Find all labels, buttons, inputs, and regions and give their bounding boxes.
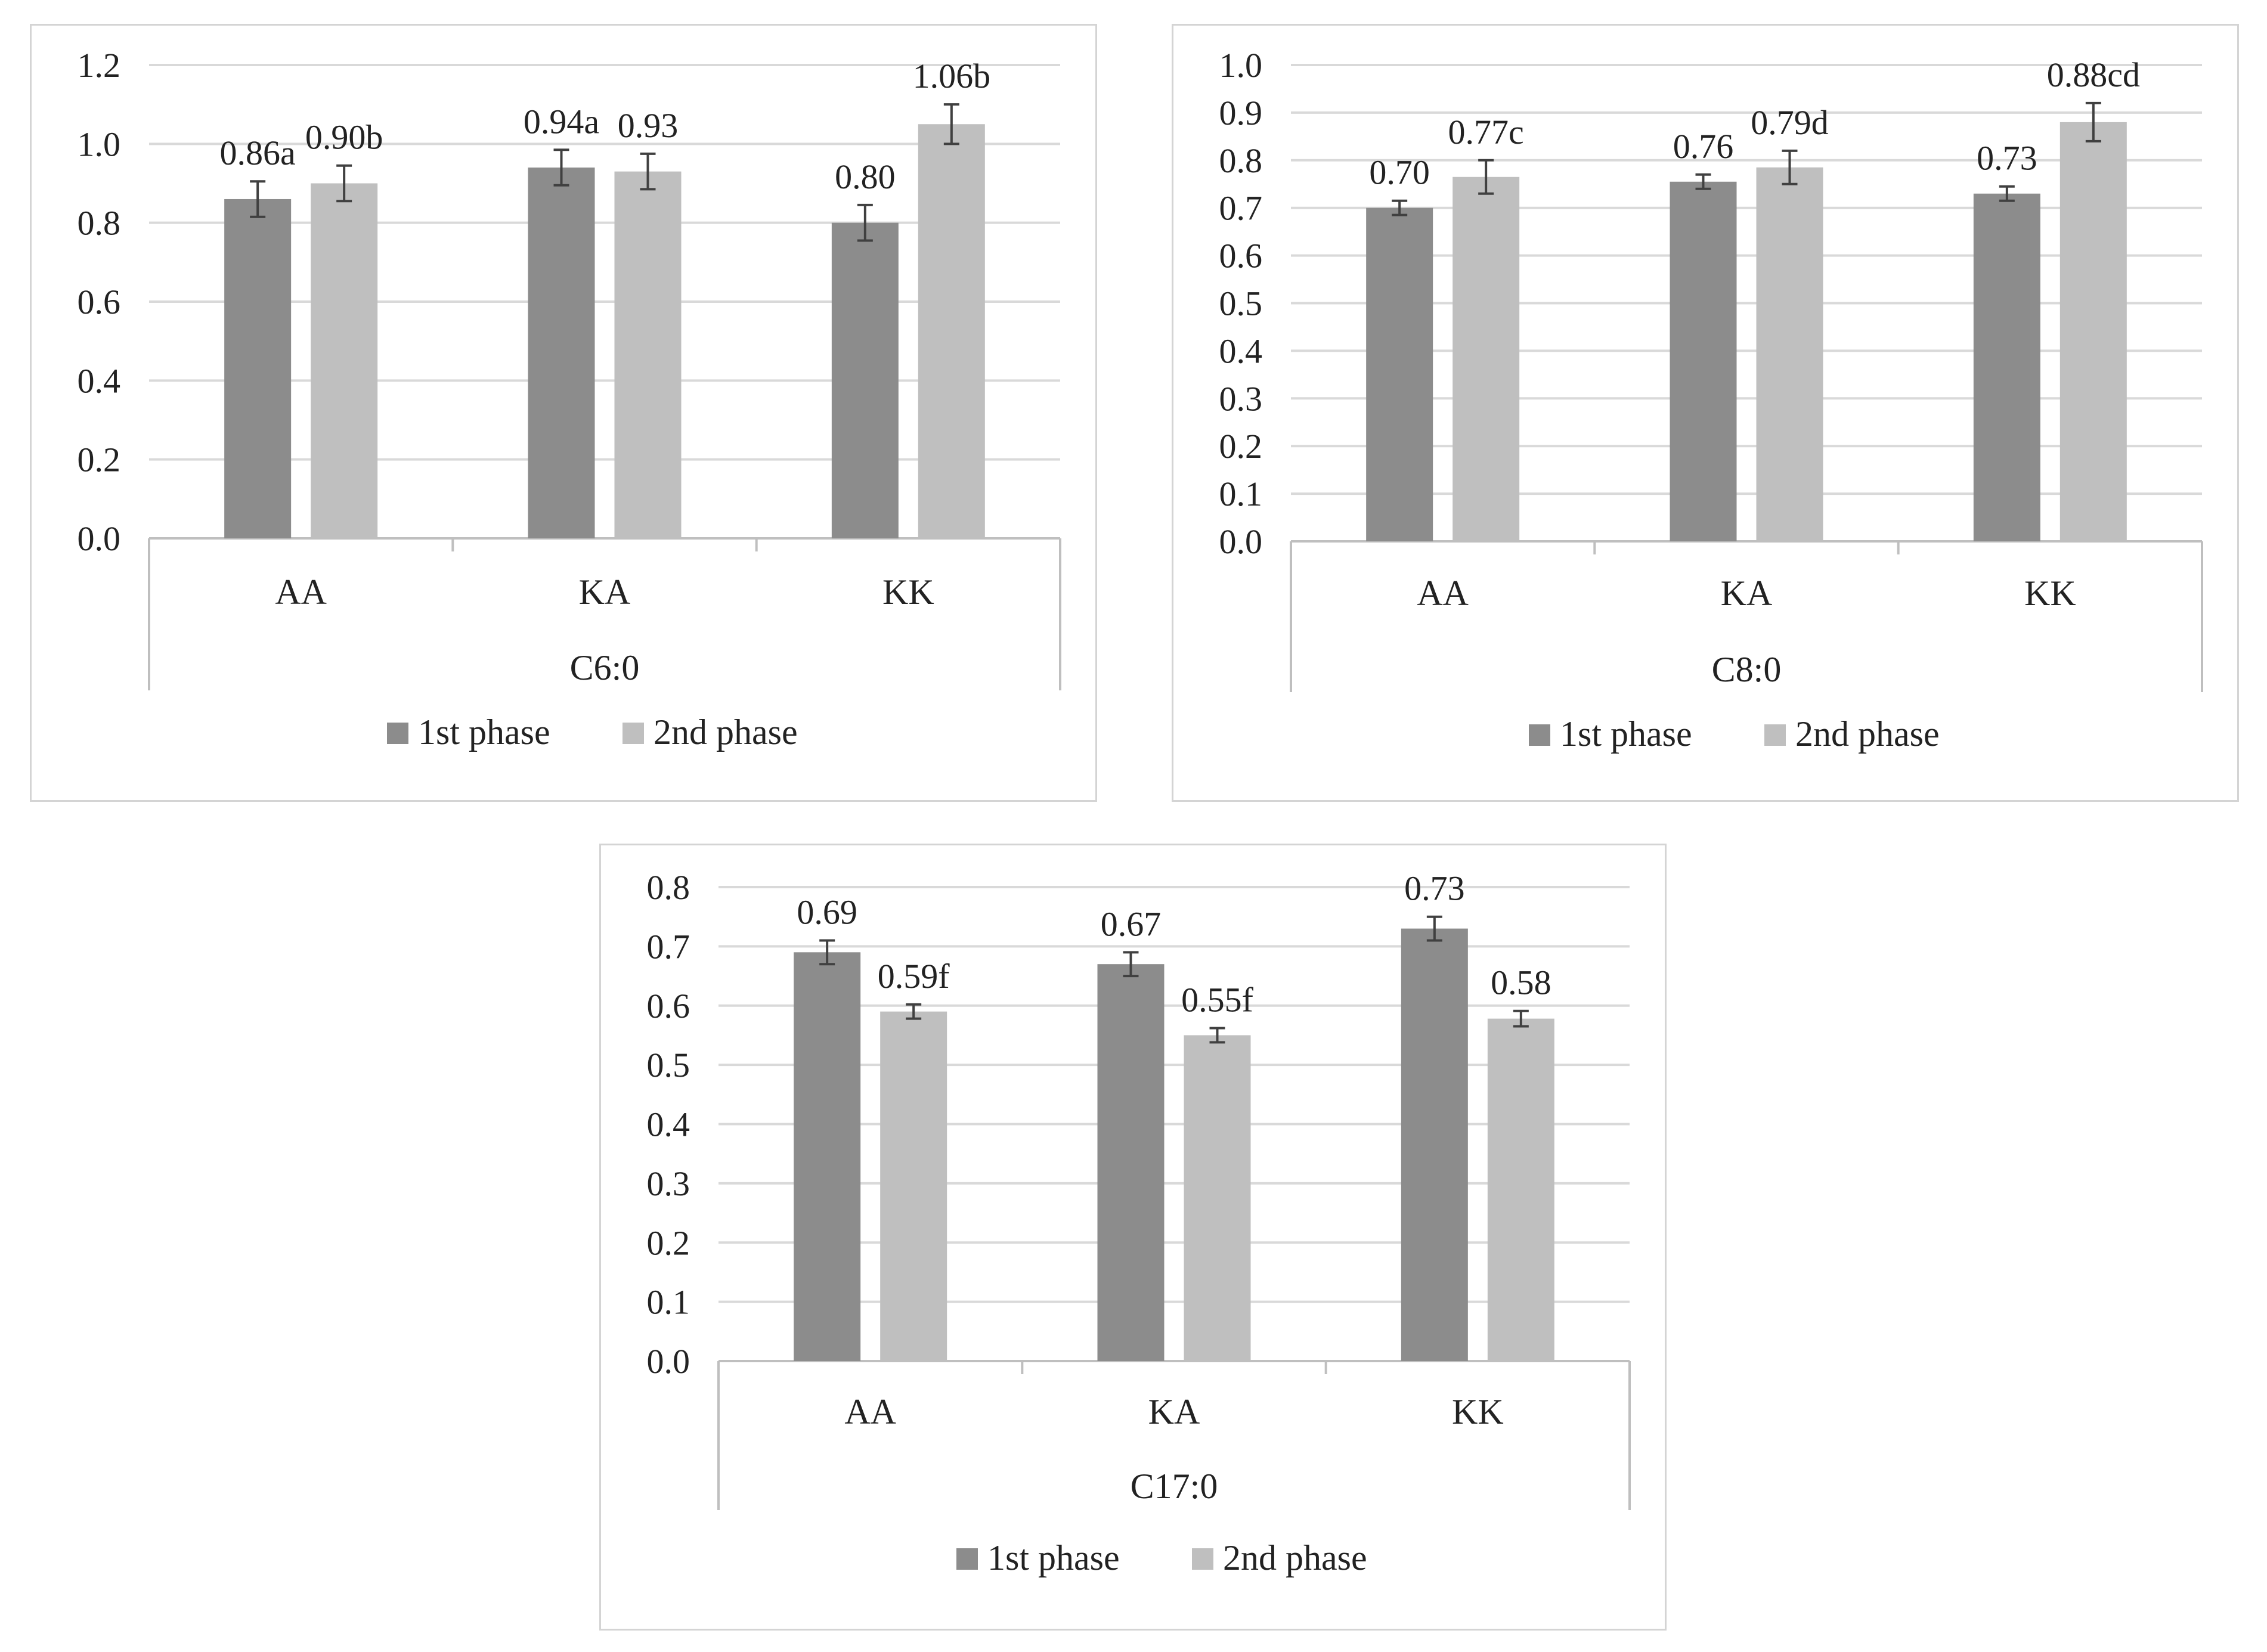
y-tick-label: 0.2 [647, 1223, 690, 1262]
y-tick-label: 0.8 [78, 204, 121, 243]
y-tick-label: 1.2 [78, 46, 121, 85]
category-label: AA [1417, 574, 1469, 613]
bar [1097, 964, 1165, 1361]
bar [528, 168, 595, 538]
y-tick-label: 1.0 [78, 125, 121, 163]
legend-swatch [623, 723, 644, 744]
bar [1366, 207, 1433, 541]
data-label: 0.59f [878, 957, 950, 996]
bar [1401, 928, 1468, 1361]
legend-swatch [387, 723, 408, 744]
bar [918, 124, 985, 538]
category-label: KA [579, 572, 631, 612]
data-label: 0.70 [1369, 153, 1430, 192]
bar [1973, 193, 2040, 542]
bar [224, 199, 292, 538]
bar [2059, 122, 2127, 541]
bar [1184, 1035, 1251, 1361]
bar [1756, 167, 1823, 541]
category-label: KK [2024, 574, 2076, 613]
y-tick-label: 0.4 [78, 361, 121, 400]
y-tick-label: 0.7 [647, 927, 690, 966]
y-tick-label: 0.6 [647, 987, 690, 1025]
category-label: KK [882, 572, 934, 612]
bar [794, 952, 861, 1361]
legend-label: 1st phase [1560, 714, 1692, 754]
y-tick-label: 0.9 [1219, 94, 1263, 132]
data-label: 1.06b [913, 57, 991, 95]
y-tick-label: 0.1 [647, 1283, 690, 1322]
y-tick-label: 0.1 [1219, 475, 1263, 513]
data-label: 0.55f [1181, 981, 1254, 1019]
y-tick-label: 0.4 [647, 1105, 690, 1144]
data-label: 0.77c [1448, 113, 1524, 151]
group-label: C8:0 [1712, 650, 1782, 689]
y-tick-label: 0.6 [1219, 237, 1263, 275]
y-tick-label: 0.0 [1219, 522, 1263, 561]
data-label: 0.73 [1977, 139, 2037, 178]
y-tick-label: 0.2 [78, 441, 121, 479]
y-tick-label: 0.2 [1219, 427, 1263, 466]
legend-label: 2nd phase [654, 712, 798, 752]
data-label: 0.80 [835, 157, 896, 196]
legend-label: 1st phase [987, 1538, 1120, 1577]
category-label: KK [1452, 1392, 1504, 1431]
y-tick-label: 0.8 [647, 868, 690, 907]
category-label: KA [1721, 574, 1773, 613]
group-label: C17:0 [1131, 1467, 1218, 1506]
bar [880, 1011, 947, 1361]
legend-swatch [1529, 724, 1550, 746]
y-tick-label: 0.0 [647, 1342, 690, 1381]
chart-c8: 0.0 0.1 0.2 0.3 0.4 0.5 0.6 0.7 0.8 0.9 1.0 0.70 0.7… [1219, 46, 2203, 754]
y-tick-label: 0.3 [1219, 379, 1263, 418]
y-tick-label: 0.4 [1219, 331, 1263, 370]
bar [614, 171, 682, 538]
bar [831, 222, 899, 539]
y-tick-label: 0.5 [647, 1046, 690, 1084]
y-tick-label: 0.6 [78, 283, 121, 321]
data-label: 0.67 [1101, 904, 1162, 943]
data-label: 0.58 [1491, 963, 1551, 1002]
legend-swatch [1764, 724, 1786, 746]
chart-c6: 0.0 0.2 0.4 0.6 0.8 1.0 1.2 0.86a 0.90b AA 0.94a 0.… [78, 46, 1061, 752]
data-label: 0.79d [1751, 103, 1829, 142]
data-label: 0.93 [618, 106, 679, 145]
y-tick-label: 1.0 [1219, 46, 1263, 85]
data-label: 0.73 [1404, 869, 1465, 908]
data-label: 0.69 [797, 892, 857, 931]
category-label: KA [1148, 1392, 1200, 1431]
legend-swatch [1192, 1548, 1213, 1570]
y-tick-label: 0.3 [647, 1164, 690, 1203]
bar [1487, 1018, 1554, 1361]
data-label: 0.90b [305, 118, 383, 157]
legend-label: 1st phase [418, 712, 550, 752]
data-label: 0.86a [220, 134, 296, 172]
legend-swatch [956, 1548, 978, 1570]
y-tick-label: 0.5 [1219, 284, 1263, 323]
group-label: C6:0 [570, 648, 640, 687]
category-label: AA [844, 1392, 896, 1431]
legend-label: 2nd phase [1223, 1538, 1367, 1577]
chart-panel-c17: 0.0 0.1 0.2 0.3 0.4 0.5 0.6 0.7 0.8 0.69 0.59f AA 0.… [599, 844, 1667, 1631]
chart-panel-c6: 0.0 0.2 0.4 0.6 0.8 1.0 1.2 0.86a 0.90b AA 0.94a 0.… [30, 24, 1097, 802]
legend-label: 2nd phase [1795, 714, 1940, 754]
data-label: 0.76 [1673, 127, 1734, 166]
data-label: 0.88cd [2047, 55, 2140, 94]
chart-panel-c8: 0.0 0.1 0.2 0.3 0.4 0.5 0.6 0.7 0.8 0.9 1.0 0.70 0.7… [1172, 24, 2239, 802]
data-label: 0.94a [524, 102, 599, 141]
bar [311, 183, 378, 538]
y-tick-label: 0.7 [1219, 189, 1263, 228]
bar [1670, 181, 1737, 541]
bar [1453, 176, 1520, 541]
chart-c17: 0.0 0.1 0.2 0.3 0.4 0.5 0.6 0.7 0.8 0.69 0.59f AA 0.… [647, 868, 1631, 1577]
category-label: AA [275, 572, 327, 612]
y-tick-label: 0.0 [78, 519, 121, 558]
y-tick-label: 0.8 [1219, 141, 1263, 180]
